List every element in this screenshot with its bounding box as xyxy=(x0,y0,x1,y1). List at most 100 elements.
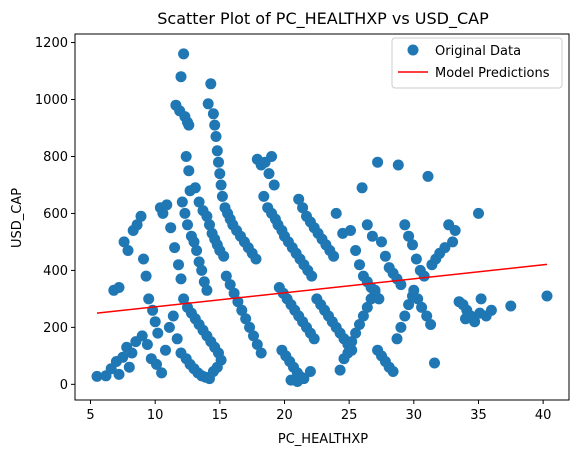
data-point-99 xyxy=(215,354,227,366)
data-point-204 xyxy=(350,327,362,339)
y-tick-label-0: 0 xyxy=(60,378,68,393)
data-point-109 xyxy=(250,253,262,265)
data-point-56 xyxy=(193,256,205,268)
data-point-37 xyxy=(167,310,179,322)
data-point-252 xyxy=(460,313,471,325)
data-point-114 xyxy=(236,304,248,316)
data-point-189 xyxy=(373,293,385,305)
data-point-47 xyxy=(180,151,192,162)
data-point-29 xyxy=(175,273,187,285)
legend-box xyxy=(391,37,563,89)
data-point-222 xyxy=(403,230,415,242)
data-point-28 xyxy=(173,259,184,271)
data-point-246 xyxy=(473,207,484,219)
data-point-208 xyxy=(365,293,377,305)
data-point-182 xyxy=(345,225,356,236)
data-point-13 xyxy=(122,245,134,256)
data-point-24 xyxy=(157,207,169,219)
data-point-117 xyxy=(248,330,259,342)
x-axis: 5 10 15 20 25 30 35 40 xyxy=(86,400,551,423)
data-point-66 xyxy=(213,156,224,168)
x-tick-label-20: 20 xyxy=(276,408,293,423)
data-point-80 xyxy=(178,293,190,305)
data-point-21 xyxy=(149,316,161,328)
data-point-239 xyxy=(447,236,459,248)
data-point-139 xyxy=(306,270,318,282)
data-point-227 xyxy=(422,170,434,182)
data-point-193 xyxy=(372,156,384,168)
data-point-235 xyxy=(429,357,440,369)
data-point-113 xyxy=(232,296,244,308)
data-point-74 xyxy=(204,219,215,231)
data-point-26 xyxy=(165,222,177,234)
data-point-111 xyxy=(224,279,236,291)
data-point-203 xyxy=(346,336,358,348)
data-point-11 xyxy=(113,282,125,293)
data-point-69 xyxy=(216,190,228,202)
data-point-205 xyxy=(354,319,365,330)
data-point-31 xyxy=(141,339,153,350)
plot-frame xyxy=(74,33,570,401)
data-point-35 xyxy=(160,344,171,356)
data-point-207 xyxy=(361,301,373,313)
x-tick-label-5: 5 xyxy=(86,408,94,423)
data-point-118 xyxy=(251,339,263,350)
data-point-226 xyxy=(418,270,430,282)
data-point-48 xyxy=(183,165,195,177)
data-point-215 xyxy=(391,333,403,345)
chart-title: Scatter Plot of PC_HEALTHXP vs USD_CAP xyxy=(157,9,489,29)
data-point-42 xyxy=(178,48,190,60)
data-point-27 xyxy=(169,242,181,254)
y-tick-label-400: 400 xyxy=(43,264,68,279)
data-point-34 xyxy=(156,367,168,379)
data-point-245 xyxy=(469,316,481,328)
data-point-62 xyxy=(207,108,219,120)
data-point-38 xyxy=(171,333,183,345)
data-point-234 xyxy=(425,319,437,330)
x-axis-label: PC_HEALTHXP xyxy=(278,432,368,447)
data-point-180 xyxy=(330,207,342,219)
data-point-199 xyxy=(395,279,407,291)
data-point-70 xyxy=(189,182,201,194)
data-point-68 xyxy=(215,179,227,191)
y-tick-label-1000: 1000 xyxy=(35,93,68,108)
data-point-126 xyxy=(258,190,270,202)
x-tick-label-30: 30 xyxy=(406,408,423,423)
data-point-192 xyxy=(366,230,378,242)
data-point-22 xyxy=(152,327,164,339)
data-point-251 xyxy=(541,290,553,302)
data-point-250 xyxy=(505,300,517,312)
legend-label-original-data: Original Data xyxy=(435,44,521,59)
data-point-55 xyxy=(191,245,203,256)
data-point-60 xyxy=(202,98,214,110)
y-tick-label-600: 600 xyxy=(43,207,68,222)
data-point-79 xyxy=(218,250,230,262)
data-point-17 xyxy=(138,253,149,265)
data-point-161 xyxy=(297,202,309,214)
data-point-5 xyxy=(117,351,129,363)
data-point-160 xyxy=(293,193,305,205)
data-point-200 xyxy=(334,364,346,376)
data-point-253 xyxy=(474,307,486,319)
data-point-191 xyxy=(361,219,373,231)
data-point-184 xyxy=(354,259,365,271)
data-point-4 xyxy=(113,368,125,380)
data-point-217 xyxy=(399,310,411,322)
data-point-190 xyxy=(356,182,368,194)
x-tick-label-15: 15 xyxy=(212,408,229,423)
data-point-230 xyxy=(408,284,420,296)
data-point-61 xyxy=(205,78,217,90)
data-point-183 xyxy=(350,245,362,256)
data-point-149 xyxy=(308,333,320,345)
data-point-52 xyxy=(182,219,193,231)
x-tick-label-25: 25 xyxy=(341,408,358,423)
data-point-123 xyxy=(263,168,275,180)
data-point-36 xyxy=(163,321,175,333)
data-point-223 xyxy=(407,239,418,251)
y-tick-label-200: 200 xyxy=(43,321,68,336)
data-point-64 xyxy=(210,131,222,142)
data-point-214 xyxy=(387,366,399,377)
data-point-221 xyxy=(399,219,411,231)
data-point-73 xyxy=(201,210,213,222)
